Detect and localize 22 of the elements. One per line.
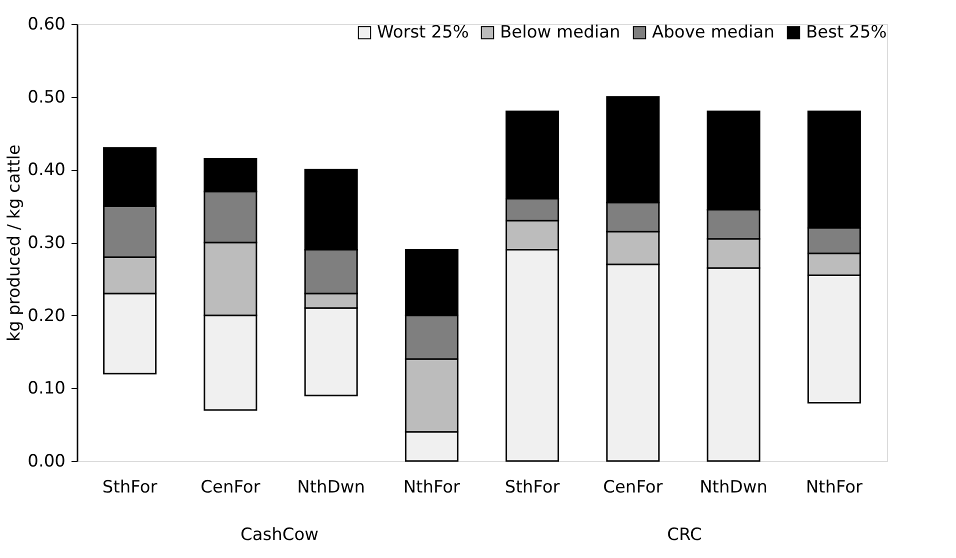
x-tick-label: SthFor	[102, 478, 158, 498]
y-tick-label: 0.30	[28, 233, 66, 253]
y-tick-label: 0.10	[28, 378, 66, 399]
x-tick-label: NthDwn	[297, 478, 366, 498]
y-tick-label: 0.00	[28, 452, 66, 472]
text: CashCow	[240, 525, 319, 545]
y-tick-label: 0.40	[28, 160, 66, 180]
legend-label: Worst 25%	[377, 22, 469, 43]
y-tick-label: 0.60	[28, 14, 66, 34]
legend-label: Best 25%	[806, 22, 887, 43]
legend-label: Below median	[500, 22, 620, 43]
x-tick-label: NthFor	[403, 478, 460, 498]
x-tick-label: CenFor	[200, 478, 260, 498]
x-tick-label: CenFor	[603, 478, 663, 498]
y-tick-label: 0.20	[28, 306, 66, 326]
x-tick-label: NthDwn	[700, 478, 768, 498]
legend-label: Above median	[652, 22, 774, 43]
y-tick-label: 0.50	[28, 87, 66, 108]
y-axis-title: kg produced / kg cattle	[4, 144, 25, 342]
text: CRC	[667, 525, 702, 545]
x-tick-label: NthFor	[806, 478, 863, 498]
x-tick-label: SthFor	[504, 478, 560, 498]
